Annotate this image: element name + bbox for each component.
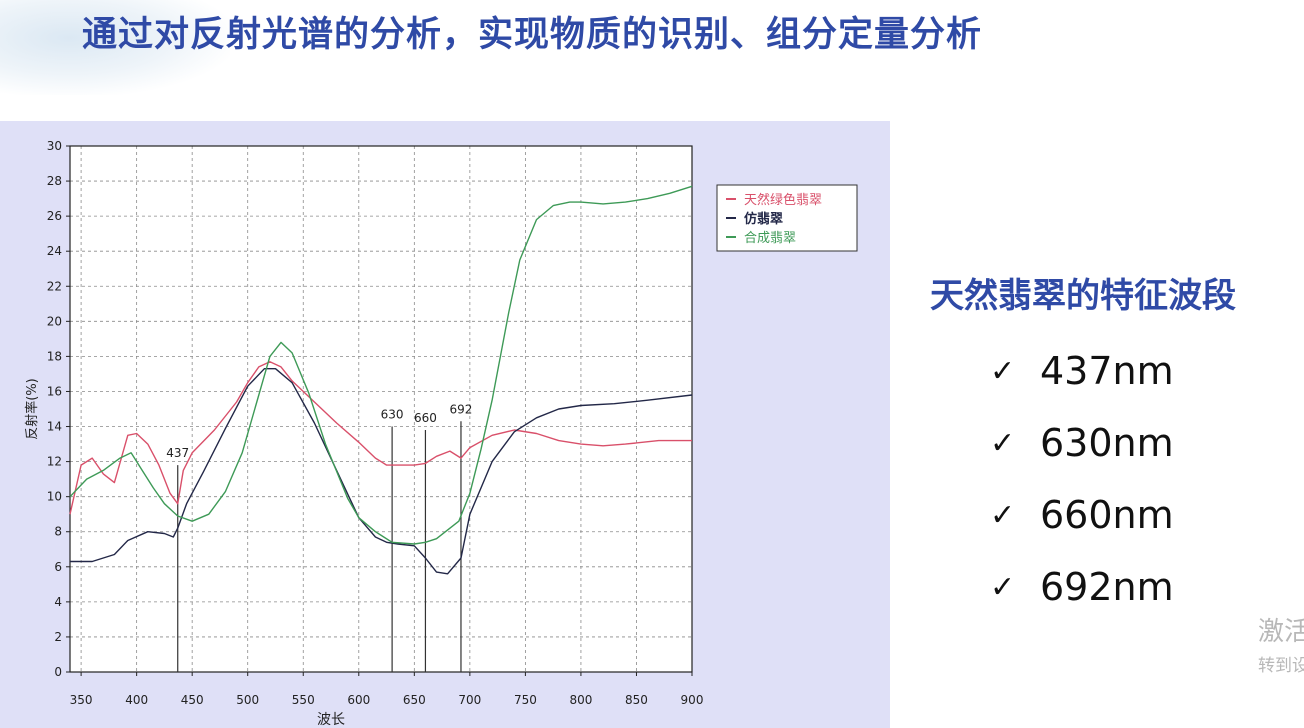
legend-label: 合成翡翠: [744, 231, 796, 246]
x-tick-label: 700: [458, 693, 481, 707]
series-line: [69, 361, 692, 515]
x-tick-label: 800: [569, 693, 592, 707]
check-icon: ✓: [990, 353, 1016, 389]
band-label: 660nm: [1040, 493, 1174, 537]
y-tick-label: 8: [54, 525, 62, 539]
slide-title: 通过对反射光谱的分析，实现物质的识别、组分定量分析: [82, 15, 983, 55]
x-tick-label: 350: [70, 693, 93, 707]
header-decoration: [0, 0, 230, 95]
band-label: 692nm: [1040, 565, 1174, 609]
x-tick-label: 650: [403, 693, 426, 707]
x-tick-label: 400: [125, 693, 148, 707]
legend-box: [716, 184, 858, 252]
check-icon: ✓: [990, 569, 1016, 605]
legend-label: 仿翡翠: [744, 211, 783, 227]
marker-label: 660: [414, 411, 437, 425]
watermark-line-1: 激活: [1258, 617, 1304, 647]
plot-area: [70, 146, 692, 672]
band-item: ✓ 630nm: [990, 407, 1174, 479]
y-tick-label: 30: [47, 139, 62, 153]
marker-label: 630: [381, 408, 404, 422]
x-tick-label: 550: [292, 693, 315, 707]
marker-label: 437: [166, 446, 189, 460]
y-tick-label: 26: [47, 209, 62, 223]
plot-frame: [69, 145, 693, 673]
y-tick-label: 28: [47, 174, 62, 188]
band-label: 437nm: [1040, 349, 1174, 393]
y-tick-label: 22: [47, 279, 62, 293]
feature-bands-heading: 天然翡翠的特征波段: [930, 276, 1236, 316]
activation-watermark: 激活 转到设: [1258, 615, 1304, 683]
x-tick-label: 450: [181, 693, 204, 707]
y-tick-label: 10: [47, 490, 62, 504]
chart-panel: 0 2 4 6 8 10 12 14 16 18 20 22 24 26 28 30 350 400 450 500 5…: [0, 121, 890, 728]
band-item: ✓ 660nm: [990, 479, 1174, 551]
band-label: 630nm: [1040, 421, 1174, 465]
check-icon: ✓: [990, 497, 1016, 533]
y-tick-label: 20: [47, 314, 62, 328]
check-icon: ✓: [990, 425, 1016, 461]
feature-bands-list: ✓ 437nm ✓ 630nm ✓ 660nm ✓ 692nm: [990, 335, 1174, 623]
band-item: ✓ 692nm: [990, 551, 1174, 623]
band-item: ✓ 437nm: [990, 335, 1174, 407]
y-tick-label: 24: [47, 244, 62, 258]
y-tick-label: 6: [54, 560, 62, 574]
y-tick-label: 14: [47, 420, 62, 434]
y-tick-label: 12: [47, 455, 62, 469]
marker-label: 692: [450, 402, 473, 416]
x-tick-label: 900: [681, 693, 704, 707]
series-line: [69, 185, 693, 545]
x-tick-label: 600: [347, 693, 370, 707]
x-tick-label: 750: [514, 693, 537, 707]
x-tick-label: 850: [625, 693, 648, 707]
x-tick-label: 500: [236, 693, 259, 707]
y-tick-label: 0: [54, 665, 62, 679]
y-axis-label: 反射率(%): [24, 378, 40, 440]
y-tick-label: 2: [54, 630, 62, 644]
y-tick-label: 18: [47, 349, 62, 363]
y-tick-label: 16: [47, 384, 62, 398]
legend-label: 天然绿色翡翠: [744, 192, 822, 208]
y-tick-label: 4: [54, 595, 62, 609]
x-axis-label: 波长: [317, 712, 345, 728]
watermark-line-2: 转到设: [1258, 656, 1304, 676]
